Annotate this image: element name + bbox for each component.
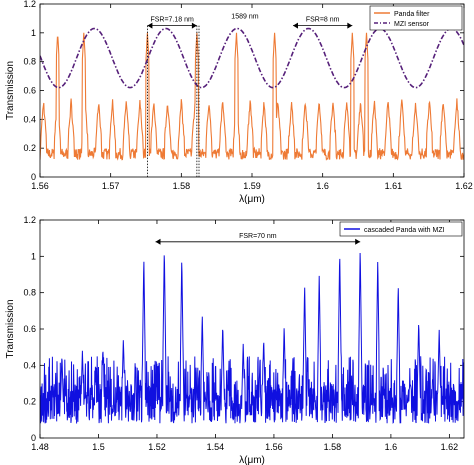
chart-bottom: 1.48 1.5 1.52 1.54 1.56 1.58 1.6 1.62 0 0.2 0.4 0.6…: [5, 215, 465, 465]
x-tick-label: 1.54: [207, 442, 225, 452]
fsr-label: FSR=7.18 nm: [150, 17, 194, 24]
y-tick-label: 0.2: [23, 143, 36, 153]
y-tick-label: 0: [31, 172, 36, 182]
series-panda-filter: [40, 32, 464, 161]
legend-label-mzi: MZI sensor: [394, 21, 430, 28]
y-tick-label: 1.2: [23, 0, 36, 9]
x-axis-label: λ(μm): [239, 194, 265, 205]
chart-top: 1.56 1.57 1.58 1.59 1.6 1.61 1.62 0 0.2 0.4 0.6 0.8…: [5, 0, 473, 205]
plot-frame: [39, 219, 465, 439]
x-tick-label: 1.6: [316, 181, 329, 191]
y-tick-label: 0.4: [23, 360, 36, 370]
x-tick-label: 1.6: [385, 442, 398, 452]
x-tick-label: 1.58: [324, 442, 342, 452]
y-tick-label: 1: [31, 28, 36, 38]
x-tick-label: 1.52: [148, 442, 166, 452]
y-tick-label: 0.8: [23, 57, 36, 67]
x-tick-label: 1.5: [92, 442, 105, 452]
fsr-label: FSR=8 nm: [306, 17, 340, 24]
legend-label: cascaded Panda with MZI: [364, 227, 445, 234]
legend-box: [369, 5, 463, 31]
legend-label-panda: Panda filter: [394, 11, 430, 18]
y-tick-label: 1.2: [23, 215, 36, 225]
y-tick-label: 1: [31, 251, 36, 261]
y-tick-label: 0.2: [23, 397, 36, 407]
y-tick-label: 0: [31, 433, 36, 443]
legend-box: [339, 221, 463, 237]
y-tick-label: 0.4: [23, 114, 36, 124]
x-tick-label: 1.56: [31, 181, 49, 191]
x-tick-label: 1.58: [173, 181, 191, 191]
x-tick-label: 1.62: [455, 181, 473, 191]
x-tick-label: 1.57: [102, 181, 120, 191]
y-tick-label: 0.8: [23, 288, 36, 298]
series-cascaded: [40, 252, 464, 424]
x-tick-label: 1.48: [31, 442, 49, 452]
y-axis-label: Transmission: [5, 61, 16, 120]
series-mzi-sensor: [40, 27, 464, 89]
y-axis-label: Transmission: [5, 299, 16, 358]
x-tick-label: 1.61: [385, 181, 403, 191]
y-tick-label: 0.6: [23, 86, 36, 96]
y-tick-label: 0.6: [23, 324, 36, 334]
x-tick-label: 1.56: [265, 442, 283, 452]
x-axis-label: λ(μm): [239, 455, 265, 465]
plot-frame: [39, 3, 465, 178]
x-tick-label: 1.59: [243, 181, 261, 191]
fsr-label: FSR=70 nm: [239, 233, 277, 240]
wavelength-label: 1589 nm: [231, 14, 258, 21]
x-tick-label: 1.62: [441, 442, 459, 452]
fsr-arrowheads: [147, 22, 197, 29]
